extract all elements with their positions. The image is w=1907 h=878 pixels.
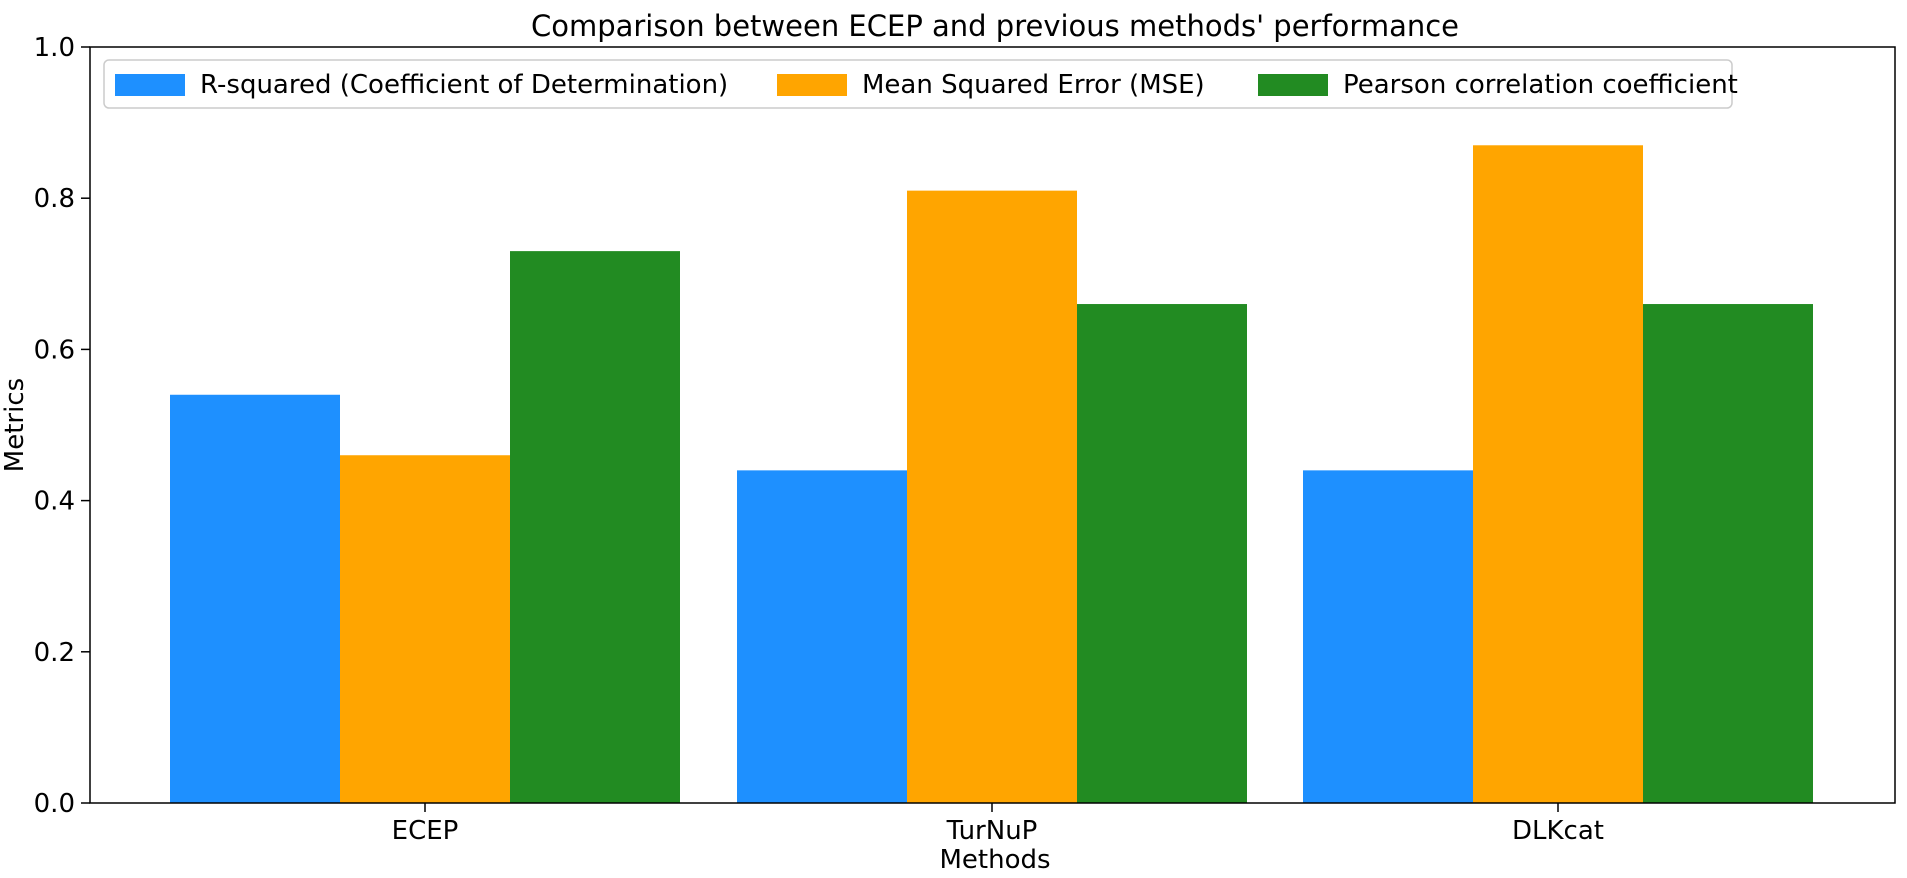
bars-group [170,145,1813,803]
bar-turnup-series-3 [1077,304,1247,803]
bar-ecep-series-2 [340,455,510,803]
bar-dlkcat-series-1 [1303,470,1473,803]
legend-swatch [1258,74,1328,96]
y-tick-label: 0.8 [34,184,75,214]
y-axis-label: Metrics [0,378,30,472]
y-tick-label: 0.6 [34,335,75,365]
chart-title: Comparison between ECEP and previous met… [531,9,1459,43]
x-tick-label: ECEP [392,816,459,846]
x-tick-label: TurNuP [946,816,1038,846]
bar-ecep-series-1 [170,394,340,803]
legend-swatch [777,74,847,96]
bar-ecep-series-3 [510,251,680,803]
legend-label: R-squared (Coefficient of Determination) [200,70,728,100]
bar-dlkcat-series-2 [1473,145,1643,803]
y-tick-label: 0.4 [34,487,75,517]
x-tick-label: DLKcat [1512,816,1604,846]
legend-label: Pearson correlation coefficient [1343,70,1738,100]
y-tick-label: 1.0 [34,33,75,63]
bar-turnup-series-1 [737,470,907,803]
legend: R-squared (Coefficient of Determination)… [103,59,1738,109]
legend-label: Mean Squared Error (MSE) [862,70,1205,100]
bar-dlkcat-series-3 [1643,304,1813,803]
bar-turnup-series-2 [907,190,1077,803]
x-axis: ECEP TurNuP DLKcat [392,803,1604,846]
legend-swatch [115,74,185,96]
x-axis-label: Methods [939,845,1050,875]
y-axis: 0.0 0.2 0.4 0.6 0.8 1.0 [34,33,90,819]
y-tick-label: 0.0 [34,789,75,819]
y-tick-label: 0.2 [34,638,75,668]
